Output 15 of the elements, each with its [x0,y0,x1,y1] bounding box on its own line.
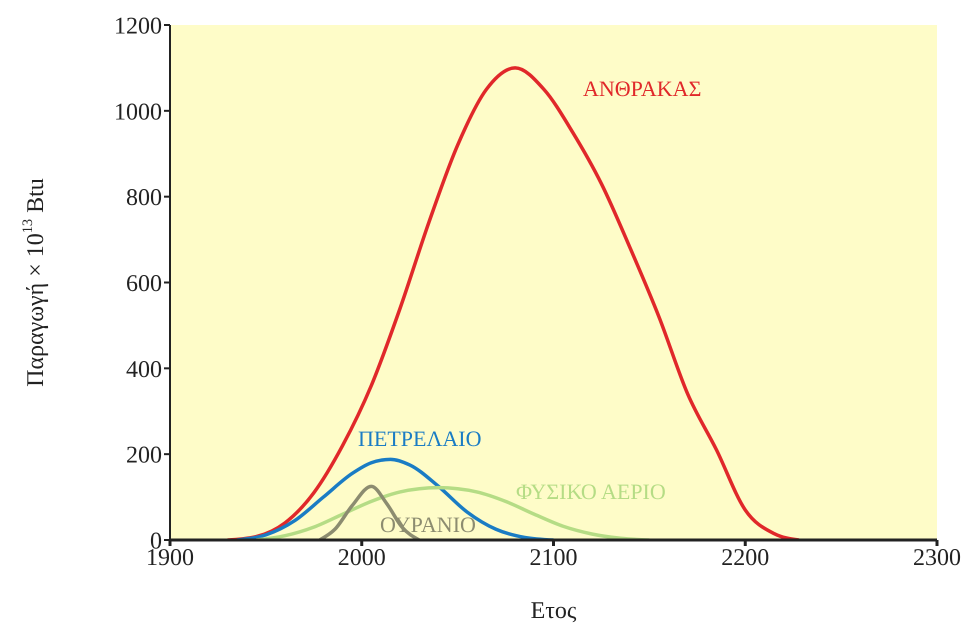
x-axis-title: Ετος [530,598,577,624]
series-label: ΠΕΤΡΕΛΑΙΟ [358,426,482,451]
x-tick-label: 2000 [338,545,386,572]
series-label: ΑΝΘΡΑΚΑΣ [583,76,702,101]
x-tick-label: 2200 [721,545,770,572]
y-tick-label: 800 [126,185,162,212]
y-tick-label: 1000 [114,99,162,126]
series-label: ΦΥΣΙΚΟ ΑΕΡΙΟ [516,479,666,504]
y-tick-label: 400 [126,356,162,383]
x-tick-label: 2100 [530,545,578,572]
y-tick-label: 200 [126,442,162,469]
y-tick-label: 600 [126,271,162,298]
x-tick-label: 2300 [913,545,961,572]
line-series [226,66,801,540]
y-tick-label: 1200 [114,14,162,40]
